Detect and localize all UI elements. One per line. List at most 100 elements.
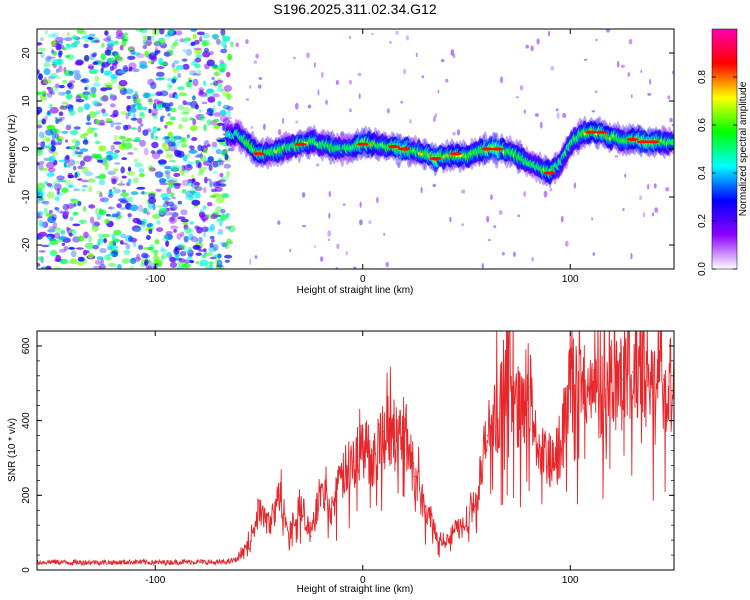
noise-blob <box>203 187 207 194</box>
noise-blob <box>209 242 214 248</box>
noise-blob <box>119 180 124 186</box>
noise-blob <box>212 105 216 113</box>
noise-speck <box>642 212 646 218</box>
noise-blob <box>213 112 222 117</box>
noise-blob <box>185 101 192 106</box>
noise-blob <box>225 145 231 153</box>
noise-blob <box>180 244 186 249</box>
snr-point <box>216 561 219 564</box>
noise-speck <box>667 95 671 100</box>
noise-blob <box>117 183 126 186</box>
noise-speck <box>543 190 548 198</box>
noise-blob <box>141 252 149 259</box>
noise-blob <box>65 43 71 48</box>
noise-blob <box>106 213 111 217</box>
noise-blob <box>37 199 41 204</box>
noise-blob <box>120 110 127 116</box>
noise-blob <box>153 41 162 47</box>
ridge-peak <box>429 157 442 161</box>
noise-blob <box>173 149 178 154</box>
noise-blob <box>84 86 88 91</box>
noise-speck <box>500 76 503 84</box>
noise-blob <box>77 154 82 158</box>
noise-blob <box>43 62 50 68</box>
noise-blob <box>106 151 110 155</box>
noise-blob <box>76 29 85 35</box>
noise-blob <box>166 82 172 90</box>
noise-blob <box>216 196 225 204</box>
noise-speck <box>498 210 503 215</box>
noise-blob <box>189 79 193 83</box>
noise-blob <box>173 60 180 64</box>
colorbar-tick-label: 0.4 <box>697 166 708 180</box>
noise-blob <box>62 203 70 211</box>
noise-blob <box>108 262 117 267</box>
noise-blob <box>164 148 171 152</box>
noise-blob <box>97 175 102 180</box>
noise-blob <box>107 170 116 176</box>
noise-blob <box>47 216 56 224</box>
noise-blob <box>186 161 195 165</box>
noise-blob <box>152 126 157 134</box>
noise-speck <box>452 131 456 136</box>
noise-blob <box>101 42 105 48</box>
noise-blob <box>207 202 213 207</box>
noise-blob <box>212 93 220 98</box>
noise-blob <box>85 90 91 95</box>
noise-speck <box>307 104 312 109</box>
noise-blob <box>42 93 47 97</box>
snr-point <box>414 476 416 478</box>
colorbar-tick-label: 0.0 <box>697 262 708 276</box>
noise-speck <box>519 143 524 148</box>
noise-blob <box>56 188 60 195</box>
noise-blob <box>37 210 44 217</box>
noise-blob <box>187 178 192 184</box>
y-tick-label: -20 <box>21 237 32 252</box>
noise-blob <box>125 88 134 95</box>
noise-blob <box>118 79 128 87</box>
noise-blob <box>51 58 61 65</box>
snr-point <box>351 461 353 463</box>
noise-speck <box>385 261 389 268</box>
noise-blob <box>55 68 60 74</box>
noise-speck <box>249 85 251 89</box>
noise-blob <box>109 103 116 108</box>
noise-blob <box>127 111 131 117</box>
noise-blob <box>96 190 103 194</box>
noise-speck <box>400 100 403 104</box>
noise-blob <box>65 182 74 186</box>
noise-blob <box>181 138 186 142</box>
noise-blob <box>142 92 150 99</box>
noise-speck <box>250 126 254 129</box>
noise-speck <box>624 173 627 178</box>
noise-blob <box>69 80 76 84</box>
noise-blob <box>168 85 172 88</box>
noise-blob <box>72 223 81 227</box>
noise-blob <box>181 58 188 62</box>
noise-blob <box>88 185 93 193</box>
noise-blob <box>83 231 89 239</box>
noise-blob <box>206 119 212 126</box>
noise-blob <box>63 210 70 216</box>
noise-blob <box>164 233 174 240</box>
noise-speck <box>235 42 239 48</box>
noise-blob <box>199 116 207 119</box>
noise-blob <box>169 192 175 197</box>
noise-blob <box>95 140 101 145</box>
noise-blob <box>58 249 67 253</box>
ridge-peak <box>636 140 649 144</box>
noise-blob <box>43 207 48 214</box>
noise-blob <box>39 37 45 41</box>
noise-blob <box>93 82 101 87</box>
noise-blob <box>73 188 81 192</box>
noise-blob <box>141 207 149 214</box>
noise-blob <box>159 29 165 35</box>
noise-blob <box>140 29 148 34</box>
noise-blob <box>169 116 176 121</box>
ridge-peak <box>294 142 307 146</box>
noise-blob <box>85 84 90 91</box>
noise-blob <box>212 160 219 168</box>
noise-blob <box>211 76 215 81</box>
noise-speck <box>255 53 259 59</box>
snr-point <box>248 543 250 545</box>
